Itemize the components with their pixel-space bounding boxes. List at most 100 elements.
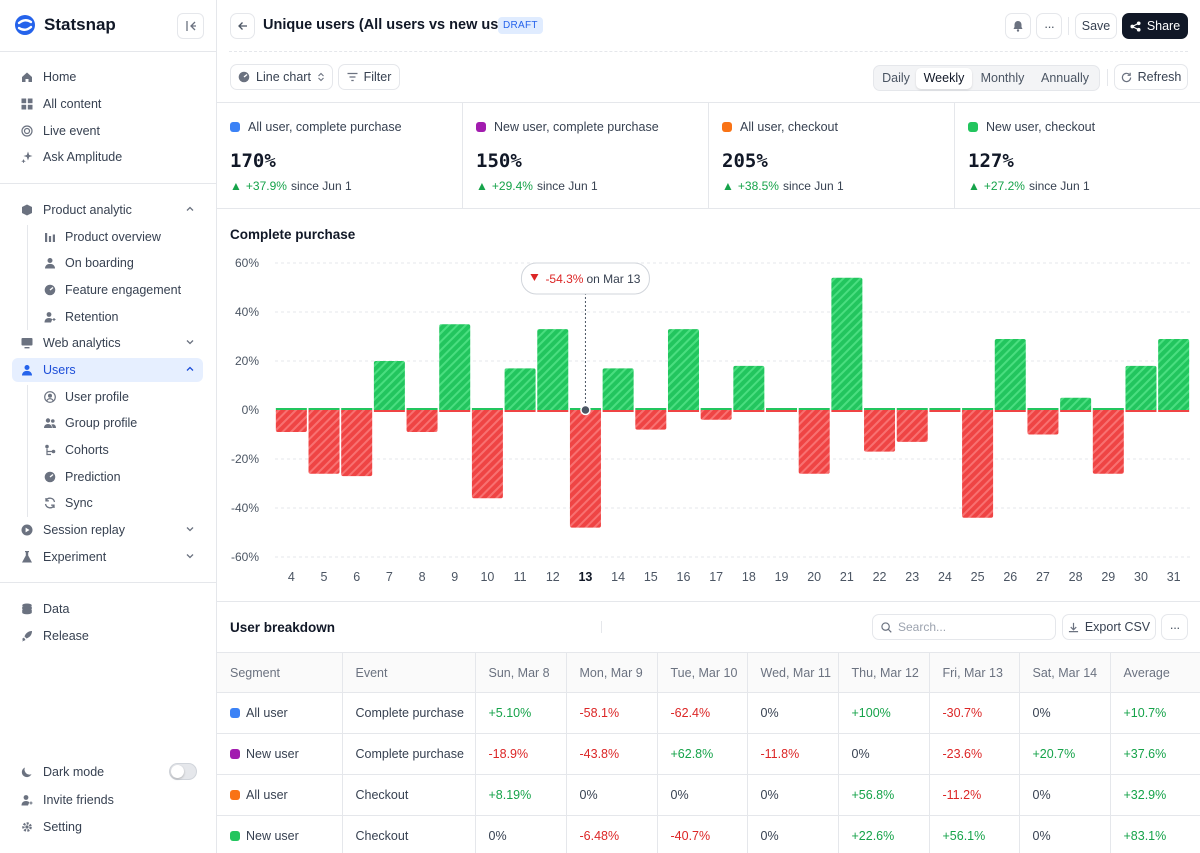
column-header[interactable]: Wed, Mar 11 (747, 652, 839, 693)
nav-user-profile[interactable]: User profile (44, 385, 204, 409)
nav-prediction[interactable]: Prediction (44, 465, 204, 489)
bar (406, 410, 438, 433)
column-header[interactable]: Event (342, 652, 476, 693)
dark-mode-toggle[interactable] (169, 763, 197, 780)
table-more-button[interactable]: ··· (1161, 614, 1188, 640)
nav-on-boarding[interactable]: On boarding (44, 251, 204, 275)
nav-cohorts[interactable]: Cohorts (44, 438, 204, 462)
bar-chart-icon (44, 231, 56, 243)
divider (0, 183, 216, 184)
nav-setting[interactable]: Setting (12, 815, 203, 839)
breakdown-title: User breakdown (230, 620, 336, 635)
filter-label: Filter (363, 70, 392, 84)
metric-value: 150% (476, 150, 522, 172)
period-annually[interactable]: Annually (1041, 71, 1089, 85)
chart-grid: 60% 40% 20% 0% -20% -40% -60% (231, 256, 1190, 564)
change-since: since Jun 1 (536, 179, 598, 193)
logo[interactable]: Statsnap (14, 14, 116, 36)
column-header[interactable]: Fri, Mar 13 (929, 652, 1020, 693)
collapse-sidebar-button[interactable] (177, 13, 204, 39)
table-row[interactable]: New user Complete purchase -18.9% -43.8% +62… (217, 733, 1200, 775)
period-monthly[interactable]: Monthly (980, 71, 1025, 85)
x-tick-label: 10 (480, 570, 494, 584)
period-weekly[interactable]: Weekly (916, 67, 972, 89)
notifications-button[interactable] (1005, 13, 1031, 39)
value-cell: -6.48% (566, 815, 658, 853)
table-row[interactable]: All user Complete purchase +5.10% -58.1% -62… (217, 692, 1200, 734)
baseline-red-strip (504, 410, 536, 412)
column-header[interactable]: Mon, Mar 9 (566, 652, 658, 693)
y-tick-label: -60% (231, 550, 259, 564)
x-tick-label: 13 (578, 570, 592, 584)
nav-invite-friends[interactable]: Invite friends (12, 788, 203, 812)
nav-data[interactable]: Data (12, 597, 203, 621)
chart-tooltip: -54.3% on Mar 13 (520, 262, 650, 416)
nav-live-event[interactable]: Live event (12, 119, 203, 143)
x-tick-label: 7 (386, 570, 393, 584)
invite-friends-label: Invite friends (43, 793, 114, 807)
nav-group-profile-label: Group profile (65, 416, 138, 430)
value-cell: -43.8% (566, 733, 658, 775)
nav-users[interactable]: Users (12, 358, 203, 382)
nav-prediction-label: Prediction (65, 470, 121, 484)
gauge-icon (44, 284, 56, 296)
share-icon (1130, 20, 1141, 32)
search-icon (881, 621, 892, 633)
chevron-down-icon (185, 336, 195, 350)
value-cell: +56.8% (838, 774, 930, 816)
moon-icon (20, 766, 33, 779)
database-icon (20, 603, 33, 616)
metric-card[interactable]: New user, checkout 127% ▲ +27.2% since Jun… (955, 103, 1200, 208)
baseline-red-strip (766, 410, 798, 412)
legend-swatch (968, 122, 978, 132)
filter-button[interactable]: Filter (338, 64, 400, 90)
nav-home[interactable]: Home (12, 65, 203, 89)
refresh-button[interactable]: Refresh (1114, 64, 1188, 90)
cohorts-icon (44, 444, 56, 456)
column-header[interactable]: Sun, Mar 8 (475, 652, 567, 693)
nav-group-profile[interactable]: Group profile (44, 411, 204, 435)
column-header[interactable]: Sat, Mar 14 (1019, 652, 1111, 693)
metric-card[interactable]: New user, complete purchase 150% ▲ +29.4%… (463, 103, 709, 208)
baseline-green-strip (896, 408, 928, 410)
table-row[interactable]: New user Checkout 0% -6.48% -40.7% 0% +22.6% +5… (217, 815, 1200, 853)
period-daily[interactable]: Daily (882, 71, 910, 85)
bar-chart[interactable]: 60% 40% 20% 0% -20% -40% -60% 4 5 6 7 8 9 10 11 12 13 14… (217, 250, 1200, 590)
table-row[interactable]: All user Checkout +8.19% 0% 0% 0% +56.8% -11.2%… (217, 774, 1200, 816)
metric-change: ▲ +27.2% since Jun 1 (968, 179, 1090, 193)
more-options-button[interactable]: ··· (1036, 13, 1062, 39)
back-button[interactable] (230, 13, 255, 39)
chevron-down-icon (185, 550, 195, 564)
metric-card[interactable]: All user, checkout 205% ▲ +38.5% since Jun… (709, 103, 955, 208)
nav-experiment[interactable]: Experiment (12, 545, 203, 569)
nav-ask-amplitude[interactable]: Ask Amplitude (12, 145, 203, 169)
chart-type-select[interactable]: Line chart (230, 64, 333, 90)
nav-sync[interactable]: Sync (44, 491, 204, 515)
nav-all-content[interactable]: All content (12, 92, 203, 116)
nav-release[interactable]: Release (12, 624, 203, 648)
column-header[interactable]: Average (1110, 652, 1200, 693)
baseline-red-strip (831, 410, 863, 412)
nav-web-analytics[interactable]: Web analytics (12, 331, 203, 355)
share-button[interactable]: Share (1122, 13, 1188, 39)
nav-release-label: Release (43, 629, 89, 643)
main-content: Unique users (All users vs new users) DR… (217, 0, 1200, 853)
export-csv-button[interactable]: Export CSV (1062, 614, 1156, 640)
sparkle-icon (20, 151, 33, 164)
column-header[interactable]: Segment (217, 652, 343, 693)
x-tick-label: 5 (321, 570, 328, 584)
nav-product-overview[interactable]: Product overview (44, 225, 204, 249)
column-header[interactable]: Thu, Mar 12 (838, 652, 930, 693)
metric-card[interactable]: All user, complete purchase 170% ▲ +37.9%… (217, 103, 463, 208)
metric-label: New user, complete purchase (476, 120, 659, 134)
save-button[interactable]: Save (1075, 13, 1117, 39)
column-header[interactable]: Tue, Mar 10 (657, 652, 748, 693)
segment-cell: New user (217, 733, 343, 775)
nav-product-analytic[interactable]: Product analytic (12, 198, 203, 222)
nav-session-replay[interactable]: Session replay (12, 518, 203, 542)
search-input[interactable]: Search... (872, 614, 1056, 640)
x-tick-label: 21 (840, 570, 854, 584)
home-icon (20, 71, 33, 84)
nav-retention[interactable]: Retention (44, 305, 204, 329)
nav-feature-engagement[interactable]: Feature engagement (44, 278, 204, 302)
